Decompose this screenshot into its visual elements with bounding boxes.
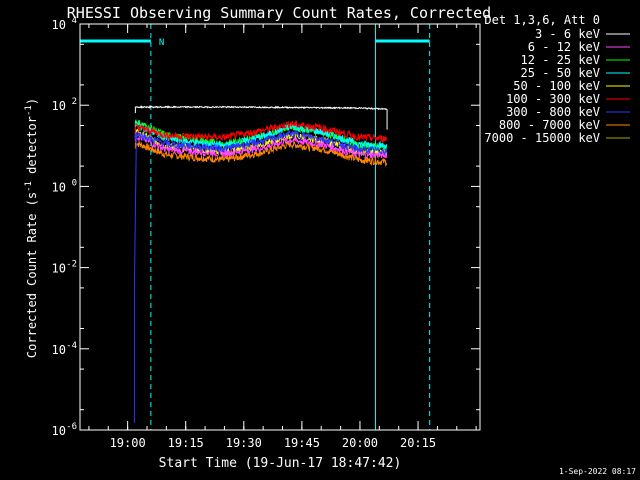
y-tick-label: 10 bbox=[52, 18, 66, 32]
y-tick-label-exponent: 2 bbox=[72, 97, 77, 107]
legend-entry-label: 3 - 6 keV bbox=[535, 27, 600, 41]
y-axis-label-mid: detector bbox=[25, 116, 39, 181]
y-tick-label-exponent: -2 bbox=[66, 260, 77, 270]
y-tick-label: 10 bbox=[52, 99, 66, 113]
x-tick-label: 20:00 bbox=[342, 436, 378, 450]
y-tick-label: 10 bbox=[52, 343, 66, 357]
chart-title: RHESSI Observing Summary Count Rates, Co… bbox=[67, 4, 491, 22]
y-tick-label-exponent: -4 bbox=[66, 341, 77, 351]
y-axis-label-exp1: -1 bbox=[24, 181, 34, 192]
plot-area: N bbox=[79, 24, 431, 430]
y-tick-label-exponent: 4 bbox=[72, 16, 77, 26]
legend-entry-label: 100 - 300 keV bbox=[506, 92, 600, 106]
legend-entry-label: 12 - 25 keV bbox=[521, 53, 600, 67]
series-line bbox=[134, 131, 388, 160]
axes bbox=[79, 23, 481, 431]
legend-entry-label: 800 - 7000 keV bbox=[499, 118, 600, 132]
legend-entry-label: 50 - 100 keV bbox=[513, 79, 600, 93]
x-axis-ticks: 19:00 19:15 19:30 19:45 20:00 20:15 bbox=[88, 24, 477, 450]
x-tick-label: 19:45 bbox=[284, 436, 320, 450]
x-tick-label: 20:15 bbox=[400, 436, 436, 450]
y-tick-label: 10 bbox=[52, 180, 66, 194]
legend-entry-label: 7000 - 15000 keV bbox=[484, 131, 600, 145]
y-tick-label: 10 bbox=[52, 262, 66, 276]
x-tick-label: 19:15 bbox=[168, 436, 204, 450]
x-tick-label: 19:30 bbox=[226, 436, 262, 450]
y-tick-label-exponent: -6 bbox=[66, 422, 77, 432]
y-axis-label: Corrected Count Rate (s-1 detector-1) bbox=[24, 98, 39, 358]
legend-entry-label: 300 - 800 keV bbox=[506, 105, 600, 119]
night-marker-label: N bbox=[159, 38, 164, 48]
series-line bbox=[135, 139, 388, 167]
y-tick-label: 10 bbox=[52, 424, 66, 438]
series-initial-rise bbox=[133, 133, 137, 423]
plot-frame bbox=[79, 23, 481, 431]
y-axis-label-exp2: -1 bbox=[24, 105, 34, 116]
x-tick-label: 19:00 bbox=[110, 436, 146, 450]
legend-entry-label: 25 - 50 keV bbox=[521, 66, 600, 80]
legend-entry-label: 6 - 12 keV bbox=[528, 40, 600, 54]
y-tick-label-exponent: 0 bbox=[72, 178, 77, 188]
x-axis-label: Start Time (19-Jun-17 18:47:42) bbox=[159, 456, 402, 471]
series-line bbox=[134, 120, 388, 143]
timestamp-label: 1-Sep-2022 08:17 bbox=[559, 467, 636, 476]
y-axis-label-main: Corrected Count Rate (s bbox=[25, 192, 39, 358]
y-axis-label-end: ) bbox=[25, 98, 39, 105]
series-line bbox=[134, 130, 388, 157]
series-line bbox=[135, 105, 388, 111]
legend-title: Det 1,3,6, Att 0 bbox=[484, 13, 600, 27]
